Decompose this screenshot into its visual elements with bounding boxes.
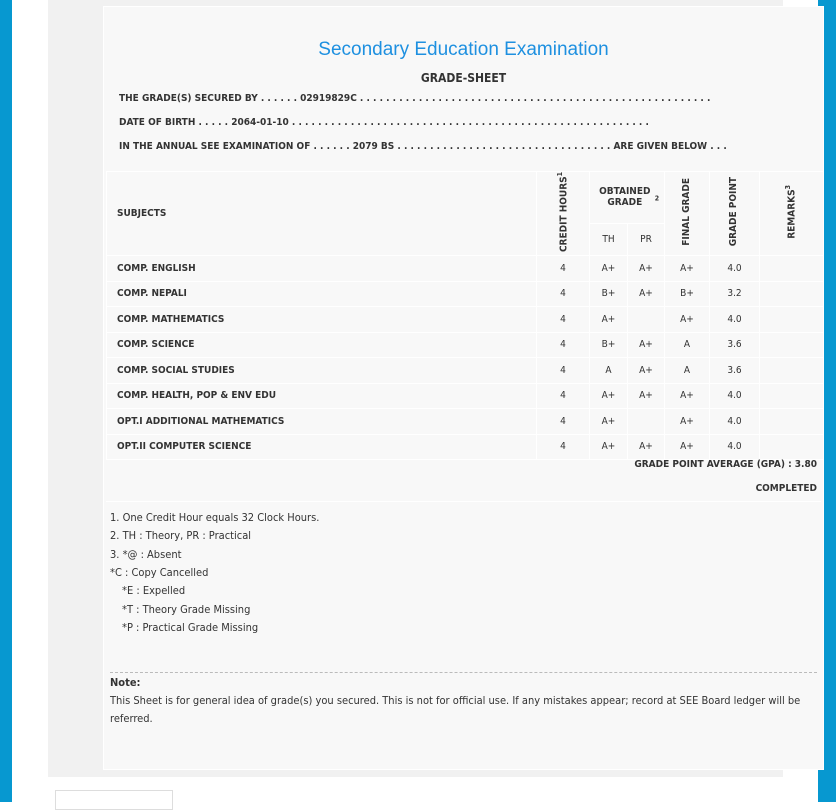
table-row: COMP. HEALTH, POP & ENV EDU 4 A+ A+ A+ 4.0 — [106, 382, 824, 410]
cell-final: A+ — [664, 255, 710, 282]
header-final: FINAL GRADE — [664, 170, 710, 257]
cell-credit: 4 — [536, 357, 590, 384]
grades-table: SUBJECTS CREDIT HOURS1 OBTAINED GRADE 2 F… — [106, 170, 824, 461]
cell-subject: COMP. MATHEMATICS — [106, 306, 537, 333]
cell-pr — [627, 408, 665, 435]
table-row: COMP. NEPALI 4 B+ A+ B+ 3.2 — [106, 280, 824, 308]
cell-credit: 4 — [536, 306, 590, 333]
cell-pr: A+ — [627, 331, 665, 359]
header-gp: GRADE POINT — [709, 170, 760, 257]
cell-final: A — [664, 357, 710, 384]
cell-th: B+ — [589, 280, 628, 308]
left-border — [0, 0, 12, 802]
cell-final: A+ — [664, 306, 710, 333]
cell-pr: A+ — [627, 255, 665, 282]
cell-subject: COMP. NEPALI — [106, 280, 537, 308]
page-title: Secondary Education Examination — [318, 39, 609, 60]
cell-th: A+ — [589, 382, 628, 410]
cell-gp: 3.2 — [709, 280, 760, 308]
cell-final: B+ — [664, 280, 710, 308]
grade-sheet: Secondary Education Examination GRADE-SH… — [103, 6, 824, 770]
page-subtitle: GRADE-SHEET — [420, 71, 507, 85]
cell-final: A+ — [664, 433, 710, 461]
cell-th: B+ — [589, 331, 628, 359]
table-row: COMP. SOCIAL STUDIES 4 A A+ A 3.6 — [106, 357, 824, 384]
cell-remarks — [759, 306, 824, 333]
cell-credit: 4 — [536, 280, 590, 308]
exam-line: IN THE ANNUAL SEE EXAMINATION OF . . . .… — [119, 141, 727, 152]
footnote: *T : Theory Grade Missing — [122, 602, 251, 616]
cell-final: A+ — [664, 382, 710, 410]
cell-remarks — [759, 408, 824, 435]
cell-gp: 4.0 — [709, 255, 760, 282]
cell-subject: OPT.II COMPUTER SCIENCE — [106, 433, 537, 461]
table-row: OPT.II COMPUTER SCIENCE 4 A+ A+ A+ 4.0 — [106, 433, 824, 461]
cell-credit: 4 — [536, 331, 590, 359]
cell-th: A+ — [589, 255, 628, 282]
header-obtained: OBTAINED GRADE 2 — [589, 171, 665, 224]
secured-by-line: THE GRADE(S) SECURED BY . . . . . . 0291… — [119, 93, 711, 104]
action-button[interactable] — [55, 790, 173, 810]
table-row: OPT.I ADDITIONAL MATHEMATICS 4 A+ A+ 4.0 — [106, 408, 824, 435]
divider — [106, 501, 821, 502]
cell-th: A+ — [589, 433, 628, 461]
cell-pr — [627, 306, 665, 333]
cell-final: A+ — [664, 408, 710, 435]
header-pr: PR — [627, 222, 665, 257]
gpa: GRADE POINT AVERAGE (GPA) : 3.80 — [634, 459, 817, 470]
cell-remarks — [759, 357, 824, 384]
cell-gp: 3.6 — [709, 357, 760, 384]
table-row: COMP. MATHEMATICS 4 A+ A+ 4.0 — [106, 306, 824, 333]
cell-subject: OPT.I ADDITIONAL MATHEMATICS — [106, 408, 537, 435]
header-th: TH — [589, 222, 628, 257]
cell-gp: 4.0 — [709, 306, 760, 333]
grade-sheet-panel: Secondary Education Examination GRADE-SH… — [48, 0, 824, 777]
table-row: COMP. SCIENCE 4 B+ A+ A 3.6 — [106, 331, 824, 359]
cell-remarks — [759, 255, 824, 282]
header-remarks: REMARKS3 — [759, 170, 824, 257]
footnote: 2. TH : Theory, PR : Practical — [110, 529, 252, 543]
header-credit: CREDIT HOURS1 — [536, 170, 590, 257]
cell-subject: COMP. HEALTH, POP & ENV EDU — [106, 382, 537, 410]
dashed-divider — [110, 672, 817, 673]
note-text: This Sheet is for general idea of grade(… — [110, 694, 801, 725]
footnote: *C : Copy Cancelled — [110, 565, 209, 579]
footnote: *E : Expelled — [122, 584, 186, 598]
cell-th: A — [589, 357, 628, 384]
cell-th: A+ — [589, 408, 628, 435]
footnote: *P : Practical Grade Missing — [122, 620, 259, 634]
cell-pr: A+ — [627, 433, 665, 461]
cell-credit: 4 — [536, 408, 590, 435]
cell-th: A+ — [589, 306, 628, 333]
footnote: 3. *@ : Absent — [110, 547, 182, 561]
cell-remarks — [759, 280, 824, 308]
header-subjects: SUBJECTS — [106, 170, 537, 257]
cell-gp: 4.0 — [709, 433, 760, 461]
cell-gp: 4.0 — [709, 408, 760, 435]
result-status: COMPLETED — [755, 483, 817, 494]
footnote: 1. One Credit Hour equals 32 Clock Hours… — [110, 511, 320, 524]
cell-credit: 4 — [536, 382, 590, 410]
cell-final: A — [664, 331, 710, 359]
cell-subject: COMP. SCIENCE — [106, 331, 537, 359]
cell-gp: 3.6 — [709, 331, 760, 359]
cell-pr: A+ — [627, 382, 665, 410]
cell-remarks — [759, 382, 824, 410]
dob-line: DATE OF BIRTH . . . . . 2064-01-10 . . .… — [119, 117, 649, 128]
table-row: COMP. ENGLISH 4 A+ A+ A+ 4.0 — [106, 255, 824, 282]
cell-pr: A+ — [627, 280, 665, 308]
cell-pr: A+ — [627, 357, 665, 384]
cell-remarks — [759, 331, 824, 359]
cell-subject: COMP. SOCIAL STUDIES — [106, 357, 537, 384]
cell-credit: 4 — [536, 255, 590, 282]
cell-subject: COMP. ENGLISH — [106, 255, 537, 282]
note-label: Note: — [110, 676, 141, 689]
cell-remarks — [759, 433, 824, 461]
cell-gp: 4.0 — [709, 382, 760, 410]
cell-credit: 4 — [536, 433, 590, 461]
